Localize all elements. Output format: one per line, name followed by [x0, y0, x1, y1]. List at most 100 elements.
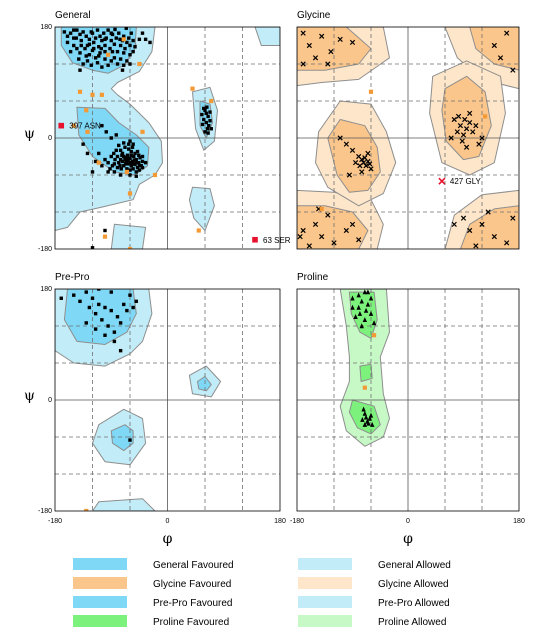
data-point — [148, 40, 152, 45]
data-point — [100, 318, 104, 322]
data-point — [85, 151, 90, 156]
data-point — [81, 62, 85, 66]
data-point — [357, 163, 363, 169]
data-point — [297, 234, 303, 240]
data-point — [122, 164, 126, 168]
data-point — [78, 299, 82, 304]
plot-area — [55, 27, 280, 249]
panel-title: General — [55, 10, 91, 21]
data-point — [134, 299, 138, 304]
data-point — [331, 240, 337, 246]
data-point — [140, 159, 145, 164]
point-stroke — [312, 221, 319, 227]
data-point — [115, 49, 120, 54]
data-point — [103, 37, 107, 42]
data-point — [128, 160, 132, 165]
data-point — [140, 31, 145, 35]
data-point — [109, 59, 113, 63]
data-point — [359, 298, 364, 304]
data-point — [117, 31, 121, 35]
legend-label: Glycine Allowed — [378, 579, 449, 590]
legend-label: Proline Allowed — [378, 617, 446, 628]
data-point — [137, 168, 142, 172]
data-point — [106, 63, 110, 67]
data-point — [74, 36, 78, 40]
data-point — [118, 57, 123, 61]
data-point — [128, 43, 132, 48]
data-point — [79, 43, 83, 48]
data-point — [122, 141, 126, 145]
data-point — [131, 38, 135, 43]
point-stroke — [357, 163, 363, 169]
data-point — [140, 165, 145, 170]
data-point — [204, 111, 208, 116]
data-point — [118, 164, 122, 168]
point-stroke — [504, 240, 510, 246]
data-point — [491, 234, 497, 240]
data-point-orange — [209, 98, 214, 104]
data-point — [65, 40, 70, 45]
point-stroke — [476, 141, 482, 147]
point-stroke — [368, 166, 374, 172]
data-point — [349, 39, 356, 46]
data-point — [84, 34, 88, 38]
data-point — [365, 289, 371, 295]
data-point — [504, 30, 510, 36]
data-point — [205, 105, 209, 109]
data-point — [359, 323, 364, 329]
legend-swatch — [73, 577, 127, 589]
point-stroke — [352, 160, 359, 166]
data-point — [137, 164, 142, 168]
x-tick-label: -180 — [48, 518, 62, 525]
favoured-region — [199, 100, 213, 139]
data-point — [343, 141, 349, 147]
data-point — [125, 167, 129, 171]
data-point — [128, 139, 132, 143]
y-tick-label: -180 — [38, 508, 52, 515]
plot-area — [297, 27, 519, 249]
legend-swatch — [298, 577, 352, 589]
data-point-orange — [102, 234, 108, 239]
data-point — [90, 246, 95, 249]
data-point — [510, 67, 516, 73]
data-point — [87, 305, 92, 310]
data-point — [204, 120, 208, 125]
point-stroke — [460, 215, 467, 221]
point-stroke — [300, 227, 306, 234]
data-point — [113, 27, 117, 32]
point-stroke — [497, 55, 504, 61]
point-stroke — [306, 42, 312, 49]
allowed-region — [254, 27, 280, 46]
data-point — [203, 130, 207, 134]
x-tick-label: 180 — [274, 518, 286, 525]
data-point — [130, 159, 135, 164]
data-point — [129, 164, 133, 168]
point-stroke — [365, 150, 371, 157]
data-point — [367, 415, 372, 421]
panel-frame — [54, 288, 281, 512]
point-stroke — [455, 113, 462, 120]
legend-swatch — [73, 596, 127, 608]
data-point-orange — [124, 169, 129, 175]
allowed-region — [110, 223, 147, 249]
data-point — [467, 227, 473, 234]
data-point — [100, 38, 104, 43]
data-point — [129, 153, 133, 157]
data-point — [106, 160, 110, 165]
data-point — [133, 151, 137, 156]
x-axis-label: φ — [163, 531, 173, 547]
legend: General Favoured General Allowed Glycine F… — [73, 558, 451, 628]
panel-general: General 397 ASN 63 SER 180 0 -180 ψ — [24, 10, 291, 253]
data-point — [200, 122, 205, 127]
data-point — [72, 293, 76, 297]
data-point — [363, 307, 369, 313]
point-stroke — [479, 135, 485, 141]
data-point-orange — [190, 86, 195, 91]
data-point — [370, 421, 375, 427]
panel-glycine: Glycine 427 GLY — [296, 10, 520, 250]
point-stroke — [467, 110, 473, 116]
data-point-orange — [152, 172, 158, 178]
point-stroke — [485, 209, 491, 215]
data-point — [362, 289, 368, 295]
data-point — [360, 417, 365, 422]
